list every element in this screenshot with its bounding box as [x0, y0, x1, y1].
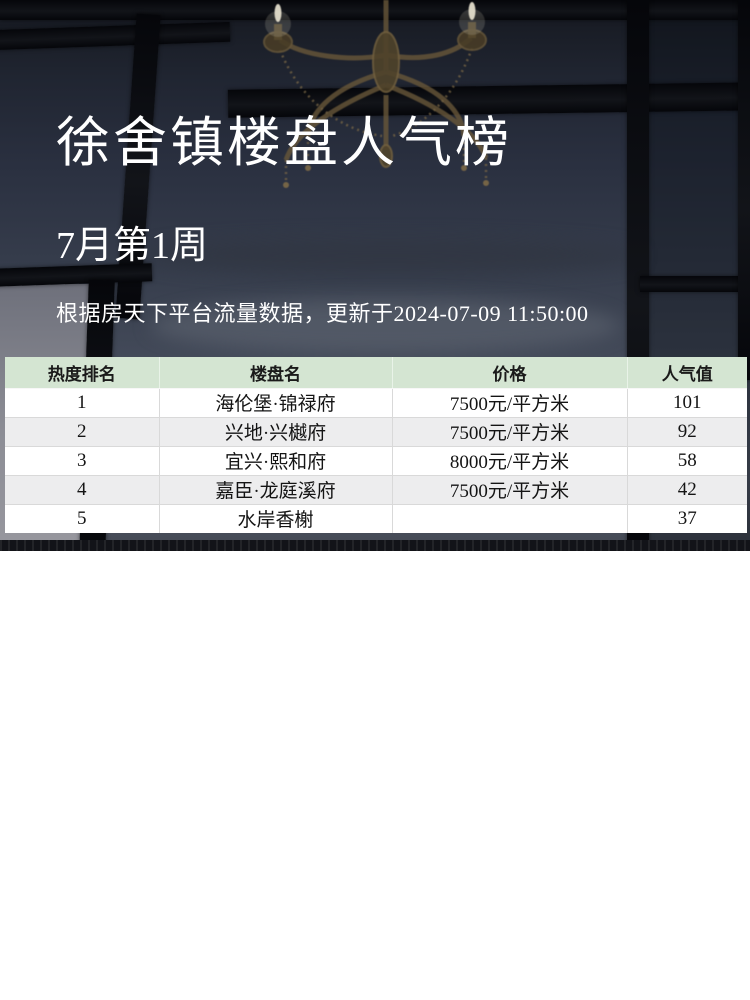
cell-rank: 2 — [5, 417, 160, 447]
cell-popularity: 101 — [627, 388, 747, 418]
col-header-price: 价格 — [392, 357, 628, 389]
cell-price: 7500元/平方米 — [392, 388, 628, 418]
cell-name: 嘉臣·龙庭溪府 — [159, 475, 393, 505]
col-header-popularity: 人气值 — [627, 357, 747, 389]
cell-price: 7500元/平方米 — [392, 417, 628, 447]
hero-background: 徐舍镇楼盘人气榜 7月第1周 根据房天下平台流量数据，更新于2024-07-09… — [0, 0, 750, 551]
cell-popularity: 92 — [627, 417, 747, 447]
table-row: 2 兴地·兴樾府 7500元/平方米 92 — [5, 417, 747, 447]
table-row: 4 嘉臣·龙庭溪府 7500元/平方米 42 — [5, 475, 747, 505]
col-header-rank: 热度排名 — [5, 357, 160, 389]
col-header-name: 楼盘名 — [159, 357, 393, 389]
cell-name: 海伦堡·锦禄府 — [159, 388, 393, 418]
table-row: 1 海伦堡·锦禄府 7500元/平方米 101 — [5, 388, 747, 418]
window-frame-right-edge — [738, 0, 750, 380]
cell-rank: 3 — [5, 446, 160, 476]
cell-price — [392, 504, 628, 533]
cell-name: 水岸香榭 — [159, 504, 393, 533]
cell-popularity: 37 — [627, 504, 747, 533]
cell-rank: 1 — [5, 388, 160, 418]
page-title: 徐舍镇楼盘人气榜 — [56, 113, 512, 173]
cell-rank: 5 — [5, 504, 160, 533]
window-mullion-horizontal-left — [0, 21, 231, 51]
window-sill — [0, 540, 750, 551]
cell-rank: 4 — [5, 475, 160, 505]
sky-cloud-dark — [140, 238, 640, 274]
table-row: 5 水岸香榭 37 — [5, 504, 747, 533]
chandelier-icon — [263, 0, 489, 188]
sky-cloud-mid — [150, 298, 620, 353]
ranking-table-header: 热度排名 楼盘名 价格 人气值 — [5, 357, 747, 389]
window-frame-top — [0, 0, 750, 20]
ranking-table: 热度排名 楼盘名 价格 人气值 1 海伦堡·锦禄府 7500元/平方米 101 … — [5, 357, 747, 533]
cell-price: 7500元/平方米 — [392, 475, 628, 505]
cell-name: 兴地·兴樾府 — [159, 417, 393, 447]
cell-popularity: 58 — [627, 446, 747, 476]
cell-price: 8000元/平方米 — [392, 446, 628, 476]
cell-name: 宜兴·熙和府 — [159, 446, 393, 476]
header-row: 热度排名 楼盘名 价格 人气值 — [5, 357, 747, 389]
cell-popularity: 42 — [627, 475, 747, 505]
table-row: 3 宜兴·熙和府 8000元/平方米 58 — [5, 446, 747, 476]
window-mullion-horizontal-right — [640, 276, 750, 292]
data-source-note: 根据房天下平台流量数据，更新于2024-07-09 11:50:00 — [56, 301, 589, 326]
period-subtitle: 7月第1周 — [56, 225, 209, 267]
ranking-table-body: 1 海伦堡·锦禄府 7500元/平方米 101 2 兴地·兴樾府 7500元/平… — [5, 388, 747, 533]
